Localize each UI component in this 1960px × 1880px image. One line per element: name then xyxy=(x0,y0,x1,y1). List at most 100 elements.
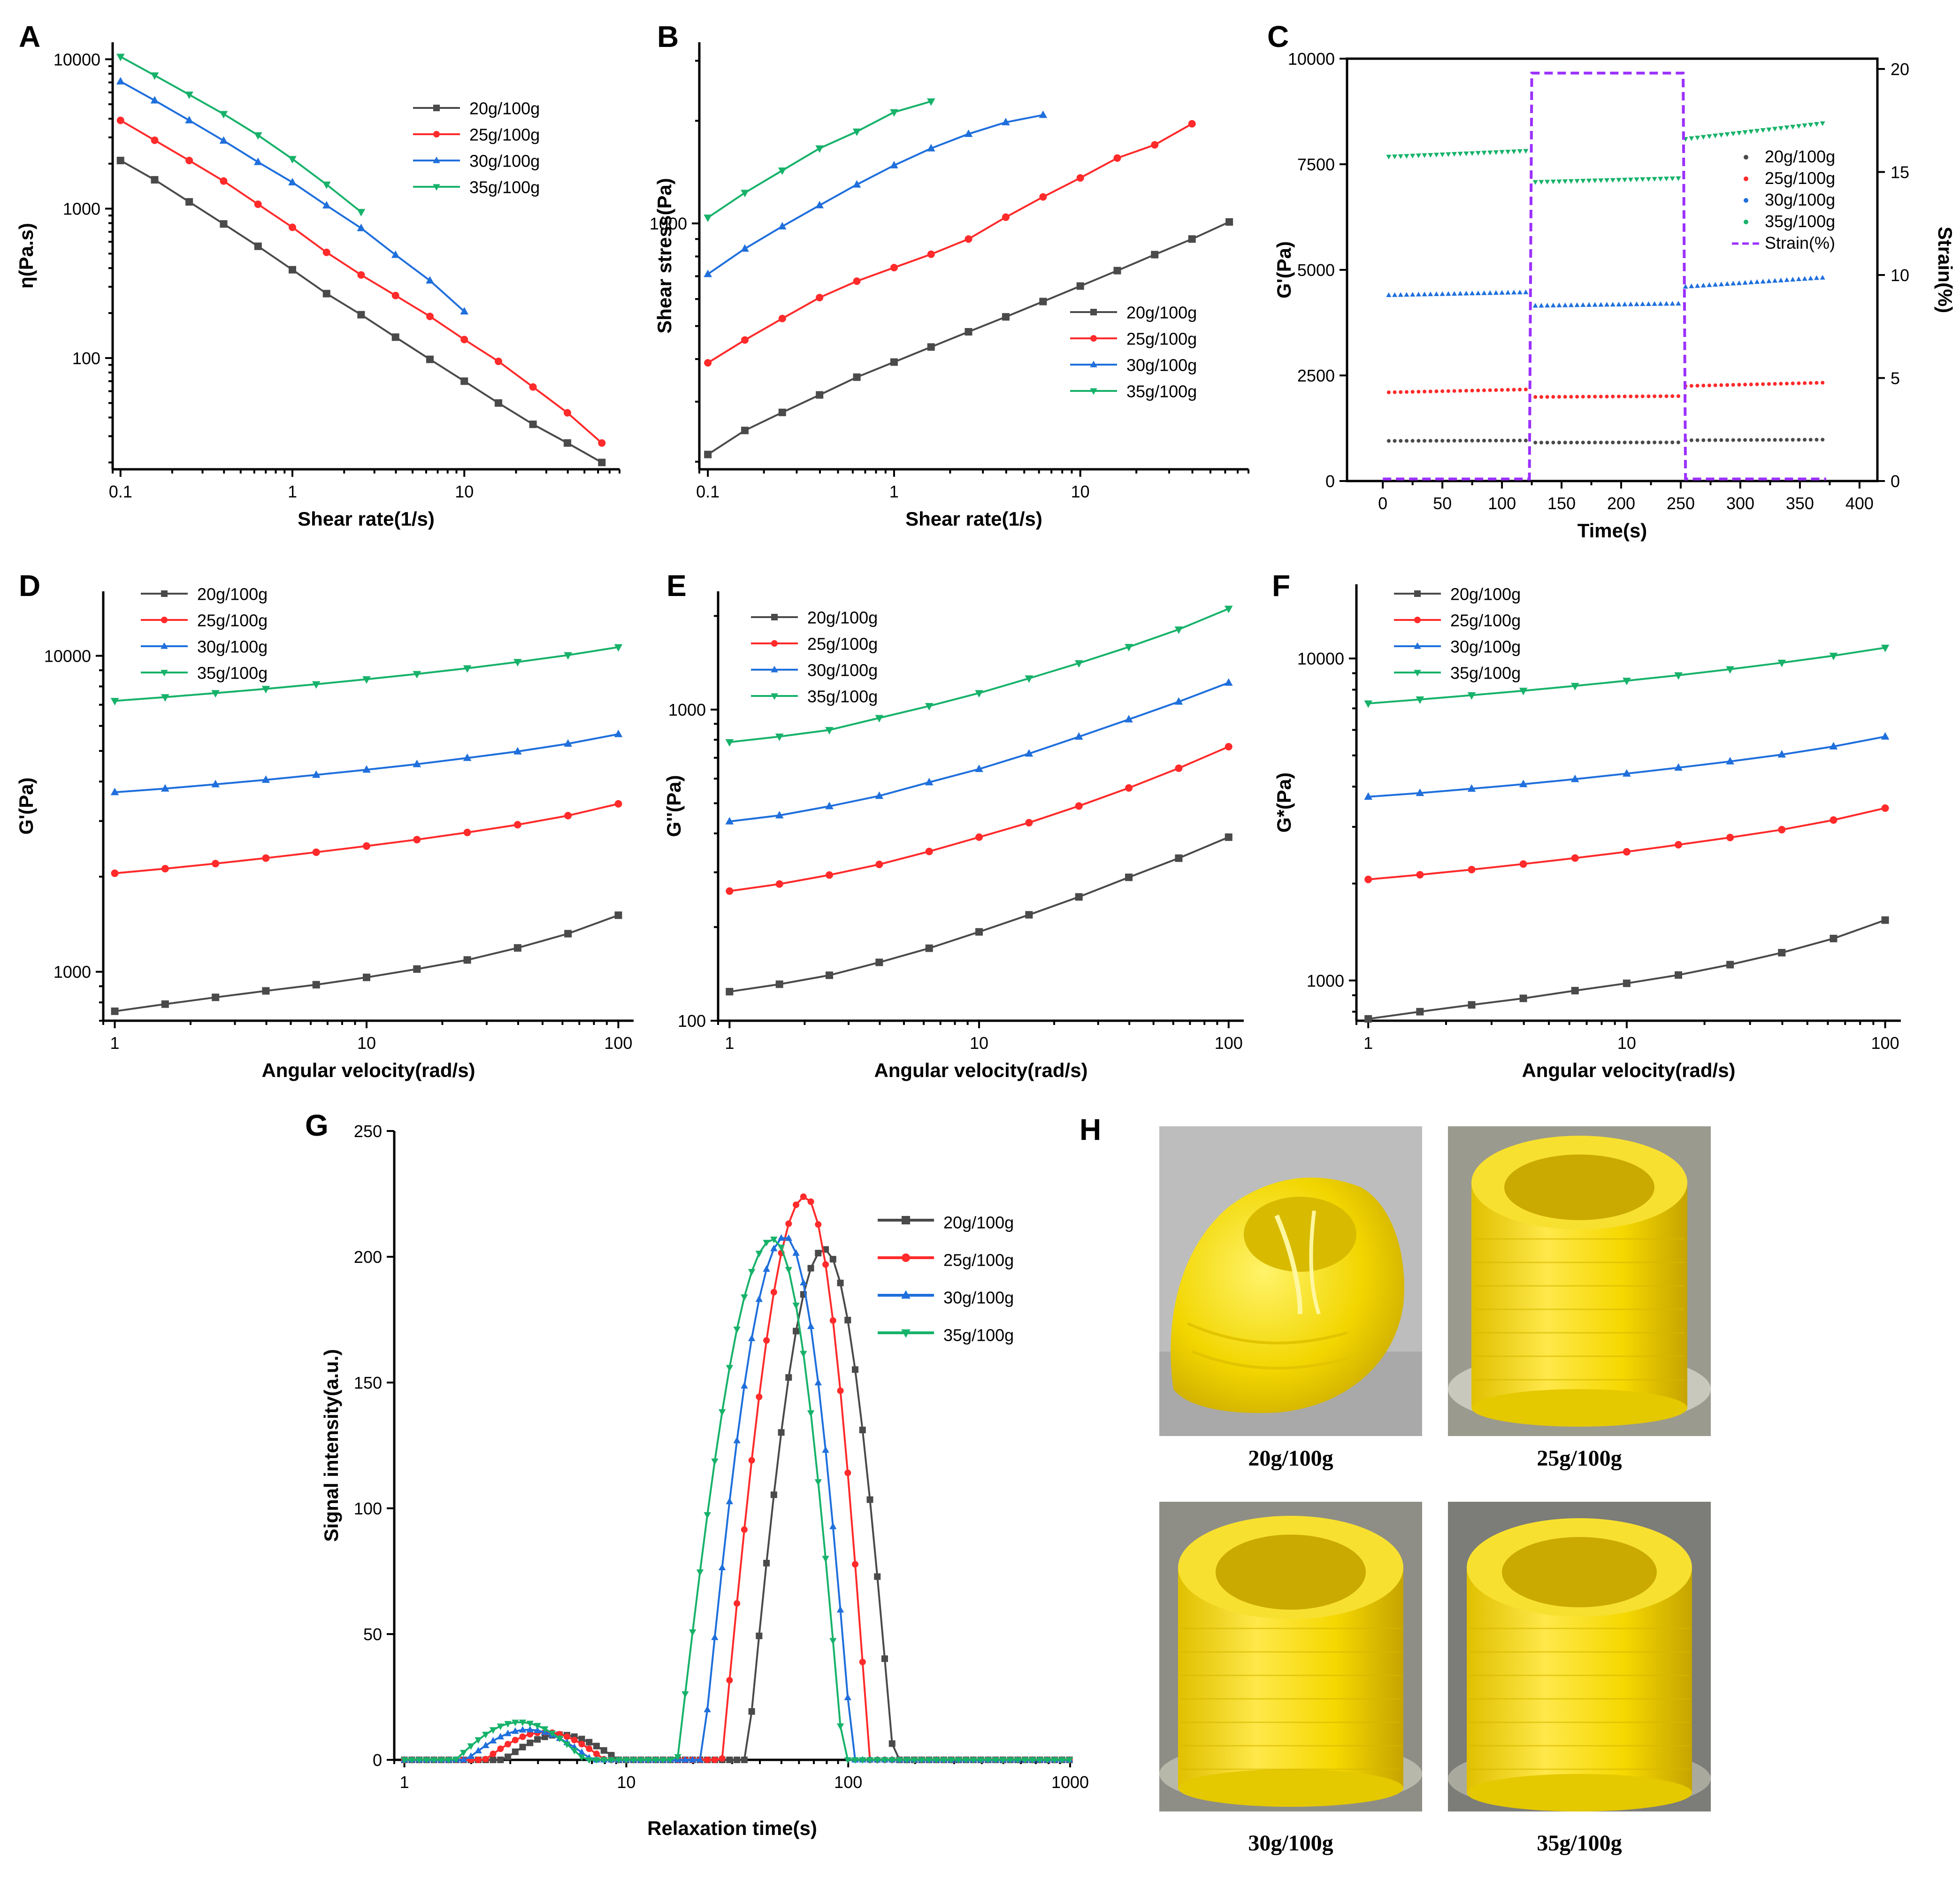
data-point xyxy=(836,1723,844,1730)
data-point xyxy=(1002,117,1010,125)
legend-label-strain: Strain(%) xyxy=(1765,233,1835,252)
data-point xyxy=(896,1757,903,1764)
data-point xyxy=(1524,438,1528,443)
data-point xyxy=(1511,290,1517,295)
data-point xyxy=(778,314,786,322)
y-tick-label: 2500 xyxy=(1297,366,1335,385)
data-point xyxy=(1881,916,1889,924)
data-point xyxy=(1410,291,1416,297)
data-point xyxy=(1581,395,1585,399)
data-point xyxy=(1670,440,1675,444)
data-point xyxy=(815,1250,822,1257)
data-point xyxy=(1481,290,1487,295)
y-tick-label: 50 xyxy=(363,1625,382,1644)
data-point xyxy=(426,313,434,321)
data-point xyxy=(1652,301,1657,306)
data-point xyxy=(151,136,159,144)
data-point xyxy=(1623,678,1631,686)
legend-marker xyxy=(433,105,440,111)
data-point xyxy=(1652,177,1657,182)
data-point xyxy=(844,1469,851,1476)
data-point xyxy=(1575,440,1579,444)
series-line xyxy=(404,1238,1070,1761)
data-point xyxy=(1563,395,1567,399)
data-point xyxy=(598,439,606,447)
data-point xyxy=(1592,302,1598,307)
data-point xyxy=(696,1569,704,1576)
data-point xyxy=(1470,389,1474,393)
data-point xyxy=(1754,129,1760,134)
legend-label: 30g/100g xyxy=(1450,637,1521,656)
data-point xyxy=(512,1748,519,1755)
data-point xyxy=(975,928,983,936)
data-point xyxy=(1470,438,1474,443)
legend-marker xyxy=(1090,335,1097,342)
data-point xyxy=(1151,141,1159,149)
data-point xyxy=(925,848,933,856)
data-point xyxy=(1731,383,1735,387)
data-point xyxy=(600,1757,608,1764)
series-20 xyxy=(704,218,1233,459)
data-point xyxy=(1482,438,1486,443)
series-35 xyxy=(400,1236,1073,1764)
photo-20-image xyxy=(1159,1126,1422,1436)
data-point xyxy=(1188,120,1196,128)
data-point xyxy=(844,1757,851,1764)
data-point xyxy=(1726,833,1734,841)
data-point xyxy=(837,1279,844,1286)
legend-label: 30g/100g xyxy=(943,1288,1014,1307)
data-point xyxy=(608,1752,615,1759)
data-point xyxy=(881,1655,888,1662)
data-point xyxy=(1539,395,1543,399)
data-point xyxy=(925,1757,933,1764)
legend-marker xyxy=(161,590,168,597)
data-point xyxy=(1500,438,1504,443)
data-point xyxy=(1646,177,1651,182)
data-point xyxy=(1556,179,1562,184)
series-line xyxy=(404,1195,1070,1761)
data-point xyxy=(1784,125,1790,130)
data-point xyxy=(529,383,537,391)
data-point xyxy=(585,1757,593,1764)
data-point xyxy=(1670,394,1675,398)
series-line xyxy=(729,608,1229,743)
data-point xyxy=(815,145,824,153)
data-point xyxy=(1434,439,1439,443)
data-point xyxy=(1635,394,1639,398)
x-tick-label: 10 xyxy=(455,482,474,501)
legend-marker xyxy=(901,1329,911,1338)
data-point xyxy=(1773,438,1777,442)
x-tick-label: 1 xyxy=(725,1033,734,1053)
legend-marker xyxy=(1090,309,1097,315)
data-point xyxy=(1622,177,1628,183)
data-point xyxy=(586,1745,593,1752)
data-point xyxy=(1500,388,1504,392)
y-tick-label: 150 xyxy=(354,1373,382,1392)
data-point xyxy=(815,200,824,208)
data-point xyxy=(1151,251,1159,259)
data-point xyxy=(482,1756,489,1763)
series-25 xyxy=(1386,381,1825,399)
data-point xyxy=(1719,383,1723,387)
y-tick-label: 0 xyxy=(1325,472,1335,491)
data-point xyxy=(362,765,371,773)
data-point xyxy=(875,715,884,723)
x-tick-label: 10 xyxy=(617,1773,635,1792)
x-tick-label: 0.1 xyxy=(696,482,720,501)
data-point xyxy=(564,652,572,660)
y-tick-label: 10000 xyxy=(54,50,100,69)
data-point xyxy=(1658,301,1663,306)
data-point xyxy=(482,1732,490,1739)
data-point xyxy=(1505,150,1511,155)
data-point xyxy=(977,1757,985,1764)
data-point xyxy=(489,1727,497,1734)
data-point xyxy=(1674,672,1683,680)
data-point xyxy=(571,1748,578,1755)
data-point xyxy=(1629,394,1633,398)
photo-35-image xyxy=(1448,1502,1711,1811)
legend-label: 30g/100g xyxy=(197,637,268,656)
series-line xyxy=(729,836,1229,993)
legend-marker xyxy=(433,131,440,138)
data-point xyxy=(1517,290,1523,295)
data-point xyxy=(1557,441,1561,445)
